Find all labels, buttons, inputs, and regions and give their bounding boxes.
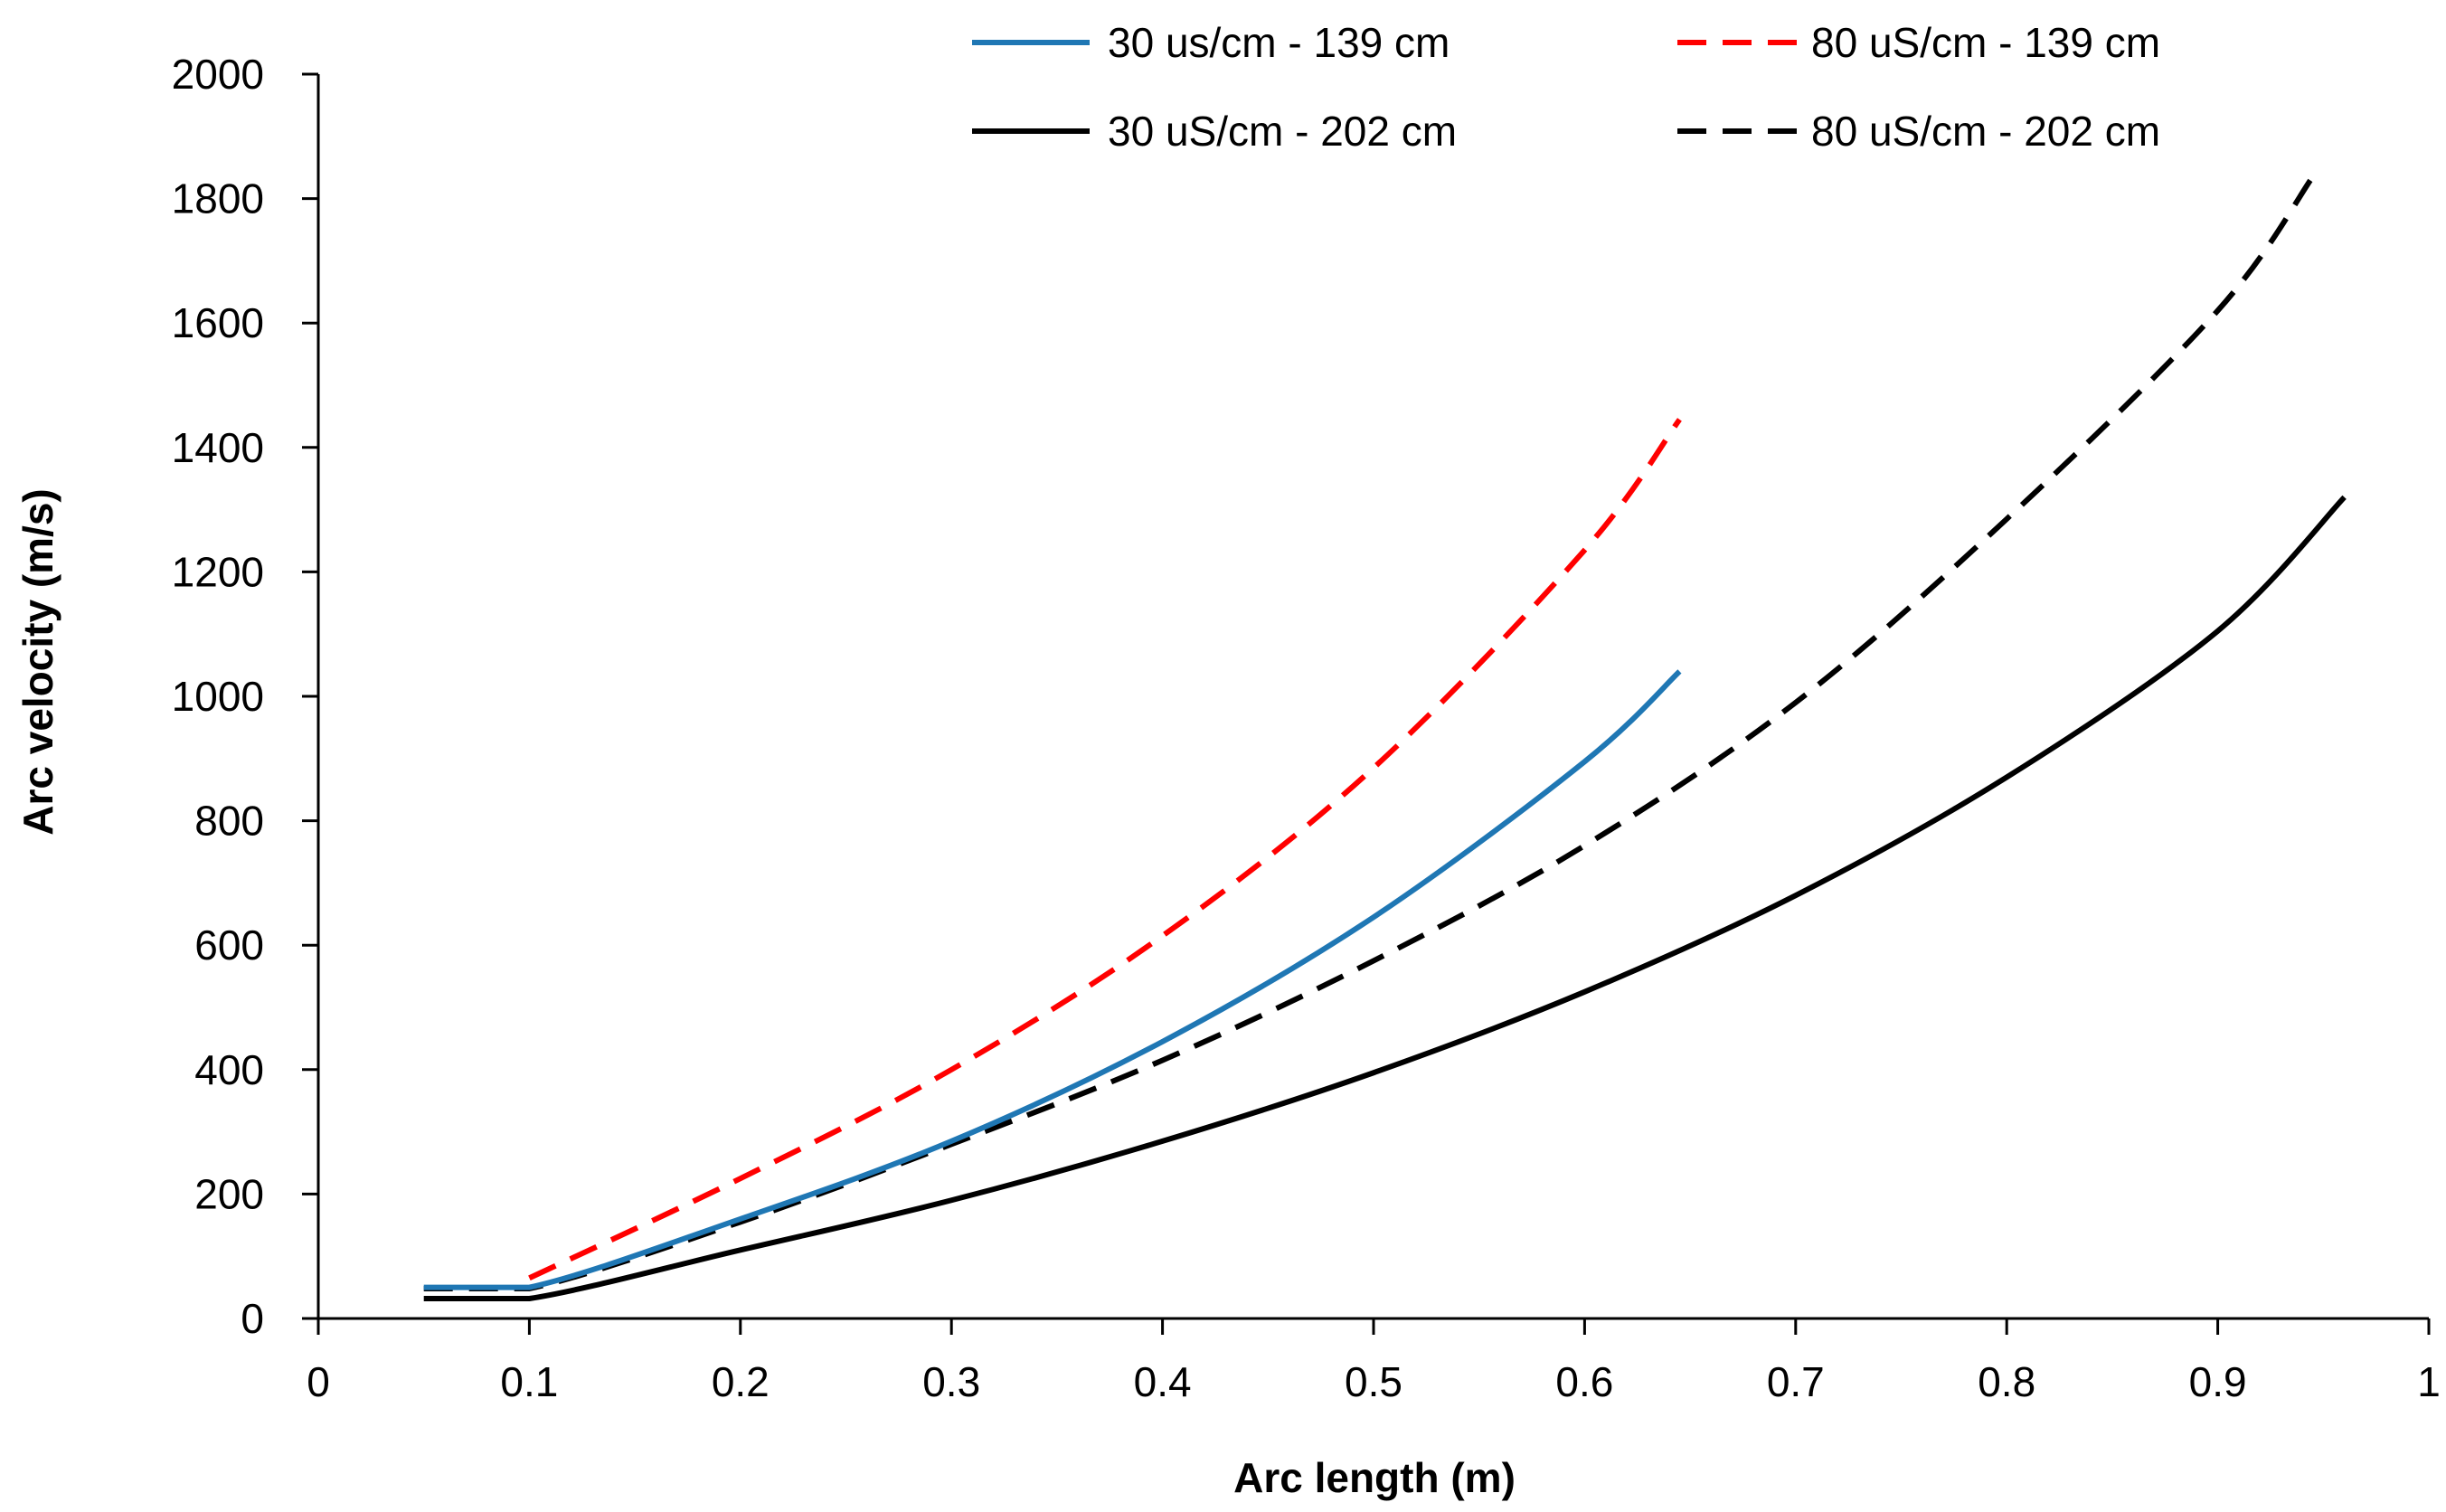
y-tick-label: 1000 — [172, 673, 264, 720]
y-tick-label: 1600 — [172, 299, 264, 346]
x-tick-label: 0.4 — [1134, 1358, 1192, 1405]
y-tick-label: 0 — [241, 1295, 264, 1342]
y-tick-label: 1400 — [172, 424, 264, 471]
series-line-2 — [528, 418, 1682, 1280]
legend-entry: 80 uS/cm - 139 cm — [1677, 19, 2160, 66]
x-tick-label: 1 — [2417, 1358, 2441, 1405]
x-tick-label: 0.3 — [922, 1358, 980, 1405]
x-tick-label: 0.9 — [2189, 1358, 2247, 1405]
legend-label: 80 uS/cm - 202 cm — [1811, 108, 2160, 155]
legend-label: 30 uS/cm - 202 cm — [1108, 108, 1457, 155]
legend: 30 us/cm - 139 cm 80 uS/cm - 139 cm 30 u… — [972, 19, 2160, 155]
y-tick-label: 600 — [194, 921, 264, 969]
legend-entry: 30 uS/cm - 202 cm — [972, 108, 1457, 155]
y-tick-label: 400 — [194, 1046, 264, 1093]
y-tick-label: 800 — [194, 798, 264, 845]
series-line-3 — [423, 495, 2347, 1301]
y-tick-label: 200 — [194, 1170, 264, 1217]
y-axis-title: Arc velocity (m/s) — [14, 488, 61, 835]
x-tick-label: 0 — [307, 1358, 330, 1405]
y-tick-label: 2000 — [172, 51, 264, 98]
x-tick-label: 0.8 — [1978, 1358, 2035, 1405]
y-tick-label: 1200 — [172, 548, 264, 595]
legend-label: 80 uS/cm - 139 cm — [1811, 19, 2160, 66]
x-tick-label: 0.5 — [1345, 1358, 1402, 1405]
series-layer — [423, 175, 2347, 1301]
series-line-4 — [423, 175, 2316, 1291]
y-ticks: 0 200 400 600 800 1000 1200 1400 1600 1800 2000 — [172, 51, 318, 1342]
x-tick-label: 0.7 — [1767, 1358, 1825, 1405]
legend-entry: 80 uS/cm - 202 cm — [1677, 108, 2160, 155]
legend-entry: 30 us/cm - 139 cm — [972, 19, 1450, 66]
legend-label: 30 us/cm - 139 cm — [1108, 19, 1450, 66]
x-tick-label: 0.2 — [712, 1358, 770, 1405]
x-tick-label: 0.6 — [1555, 1358, 1613, 1405]
series-line-1 — [423, 669, 1682, 1290]
x-axis-title: Arc length (m) — [1233, 1454, 1516, 1501]
x-ticks: 0 0.1 0.2 0.3 0.4 0.5 0.6 0.7 0.8 0.9 1 — [307, 1318, 2441, 1405]
x-tick-label: 0.1 — [500, 1358, 558, 1405]
axes: 0 0.1 0.2 0.3 0.4 0.5 0.6 0.7 0.8 0.9 1 0 200 400 600… — [172, 51, 2441, 1405]
y-tick-label: 1800 — [172, 175, 264, 222]
